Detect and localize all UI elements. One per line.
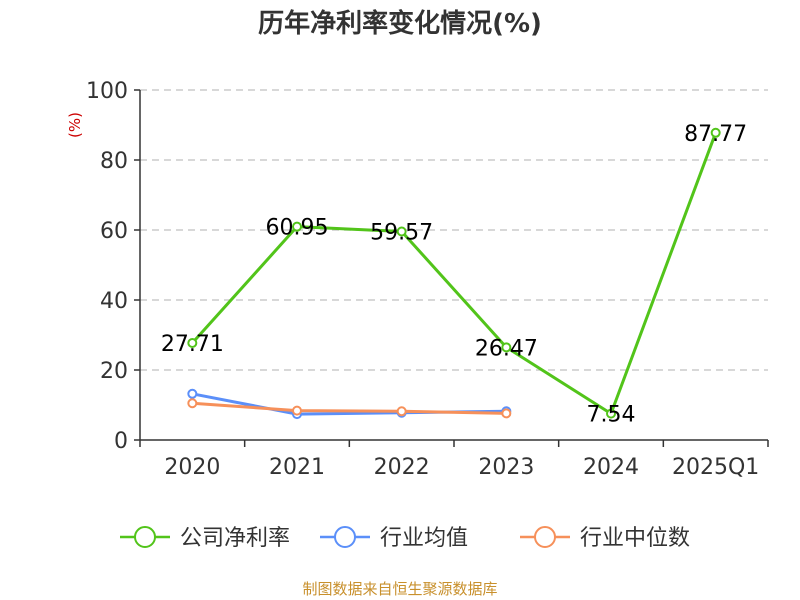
- x-tick-label: 2020: [164, 455, 220, 480]
- legend-marker: [134, 526, 156, 548]
- legend: 公司净利率 行业均值 行业中位数: [120, 526, 690, 551]
- legend-label: 行业中位数: [580, 526, 690, 551]
- legend-label: 公司净利率: [180, 526, 290, 551]
- series-line: [191, 132, 718, 416]
- data-point: [710, 127, 721, 138]
- data-label: 7.54: [587, 403, 636, 428]
- data-point: [501, 408, 512, 419]
- y-tick-label: 100: [86, 79, 128, 104]
- y-axis-unit-label: (%): [66, 112, 84, 138]
- data-point: [292, 405, 302, 416]
- y-tick-label: 20: [100, 359, 128, 384]
- x-tick-label: 2022: [374, 455, 430, 480]
- data-label: 27.71: [161, 332, 224, 357]
- legend-marker: [334, 526, 356, 548]
- axes: 0 20 40 60 80 100 2020 2021 2022 2023 2024 2025Q1: [86, 79, 769, 480]
- source-note: 制图数据来自恒生聚源数据库: [302, 580, 497, 598]
- data-point: [187, 398, 198, 409]
- legend-marker: [534, 526, 556, 548]
- x-tick-label: 2023: [478, 455, 534, 480]
- y-tick-label: 0: [114, 429, 128, 454]
- data-label: 87.77: [684, 122, 747, 147]
- data-label: 60.95: [266, 216, 329, 241]
- y-tick-label: 80: [100, 149, 128, 174]
- chart-title: 历年净利率变化情况(%): [258, 8, 542, 39]
- data-point: [501, 342, 512, 353]
- series-layer: [187, 127, 721, 420]
- x-tick-label: 2021: [269, 455, 325, 480]
- data-point: [187, 338, 198, 349]
- data-label: 59.57: [370, 221, 433, 246]
- data-point: [292, 221, 302, 232]
- x-tick-label: 2024: [583, 455, 639, 480]
- data-point: [606, 408, 616, 419]
- legend-label: 行业均值: [380, 526, 468, 551]
- y-tick-label: 40: [100, 289, 128, 314]
- x-tick-label: 2025Q1: [672, 455, 759, 480]
- y-tick-label: 60: [100, 219, 128, 244]
- series-line: [192, 401, 507, 415]
- data-point: [396, 226, 407, 237]
- data-point: [396, 406, 407, 417]
- data-labels: 27.71 60.95 59.57 26.47 7.54 87.77: [161, 122, 747, 428]
- data-point: [187, 388, 198, 399]
- grid-lines: [140, 89, 768, 371]
- data-label: 26.47: [475, 336, 538, 361]
